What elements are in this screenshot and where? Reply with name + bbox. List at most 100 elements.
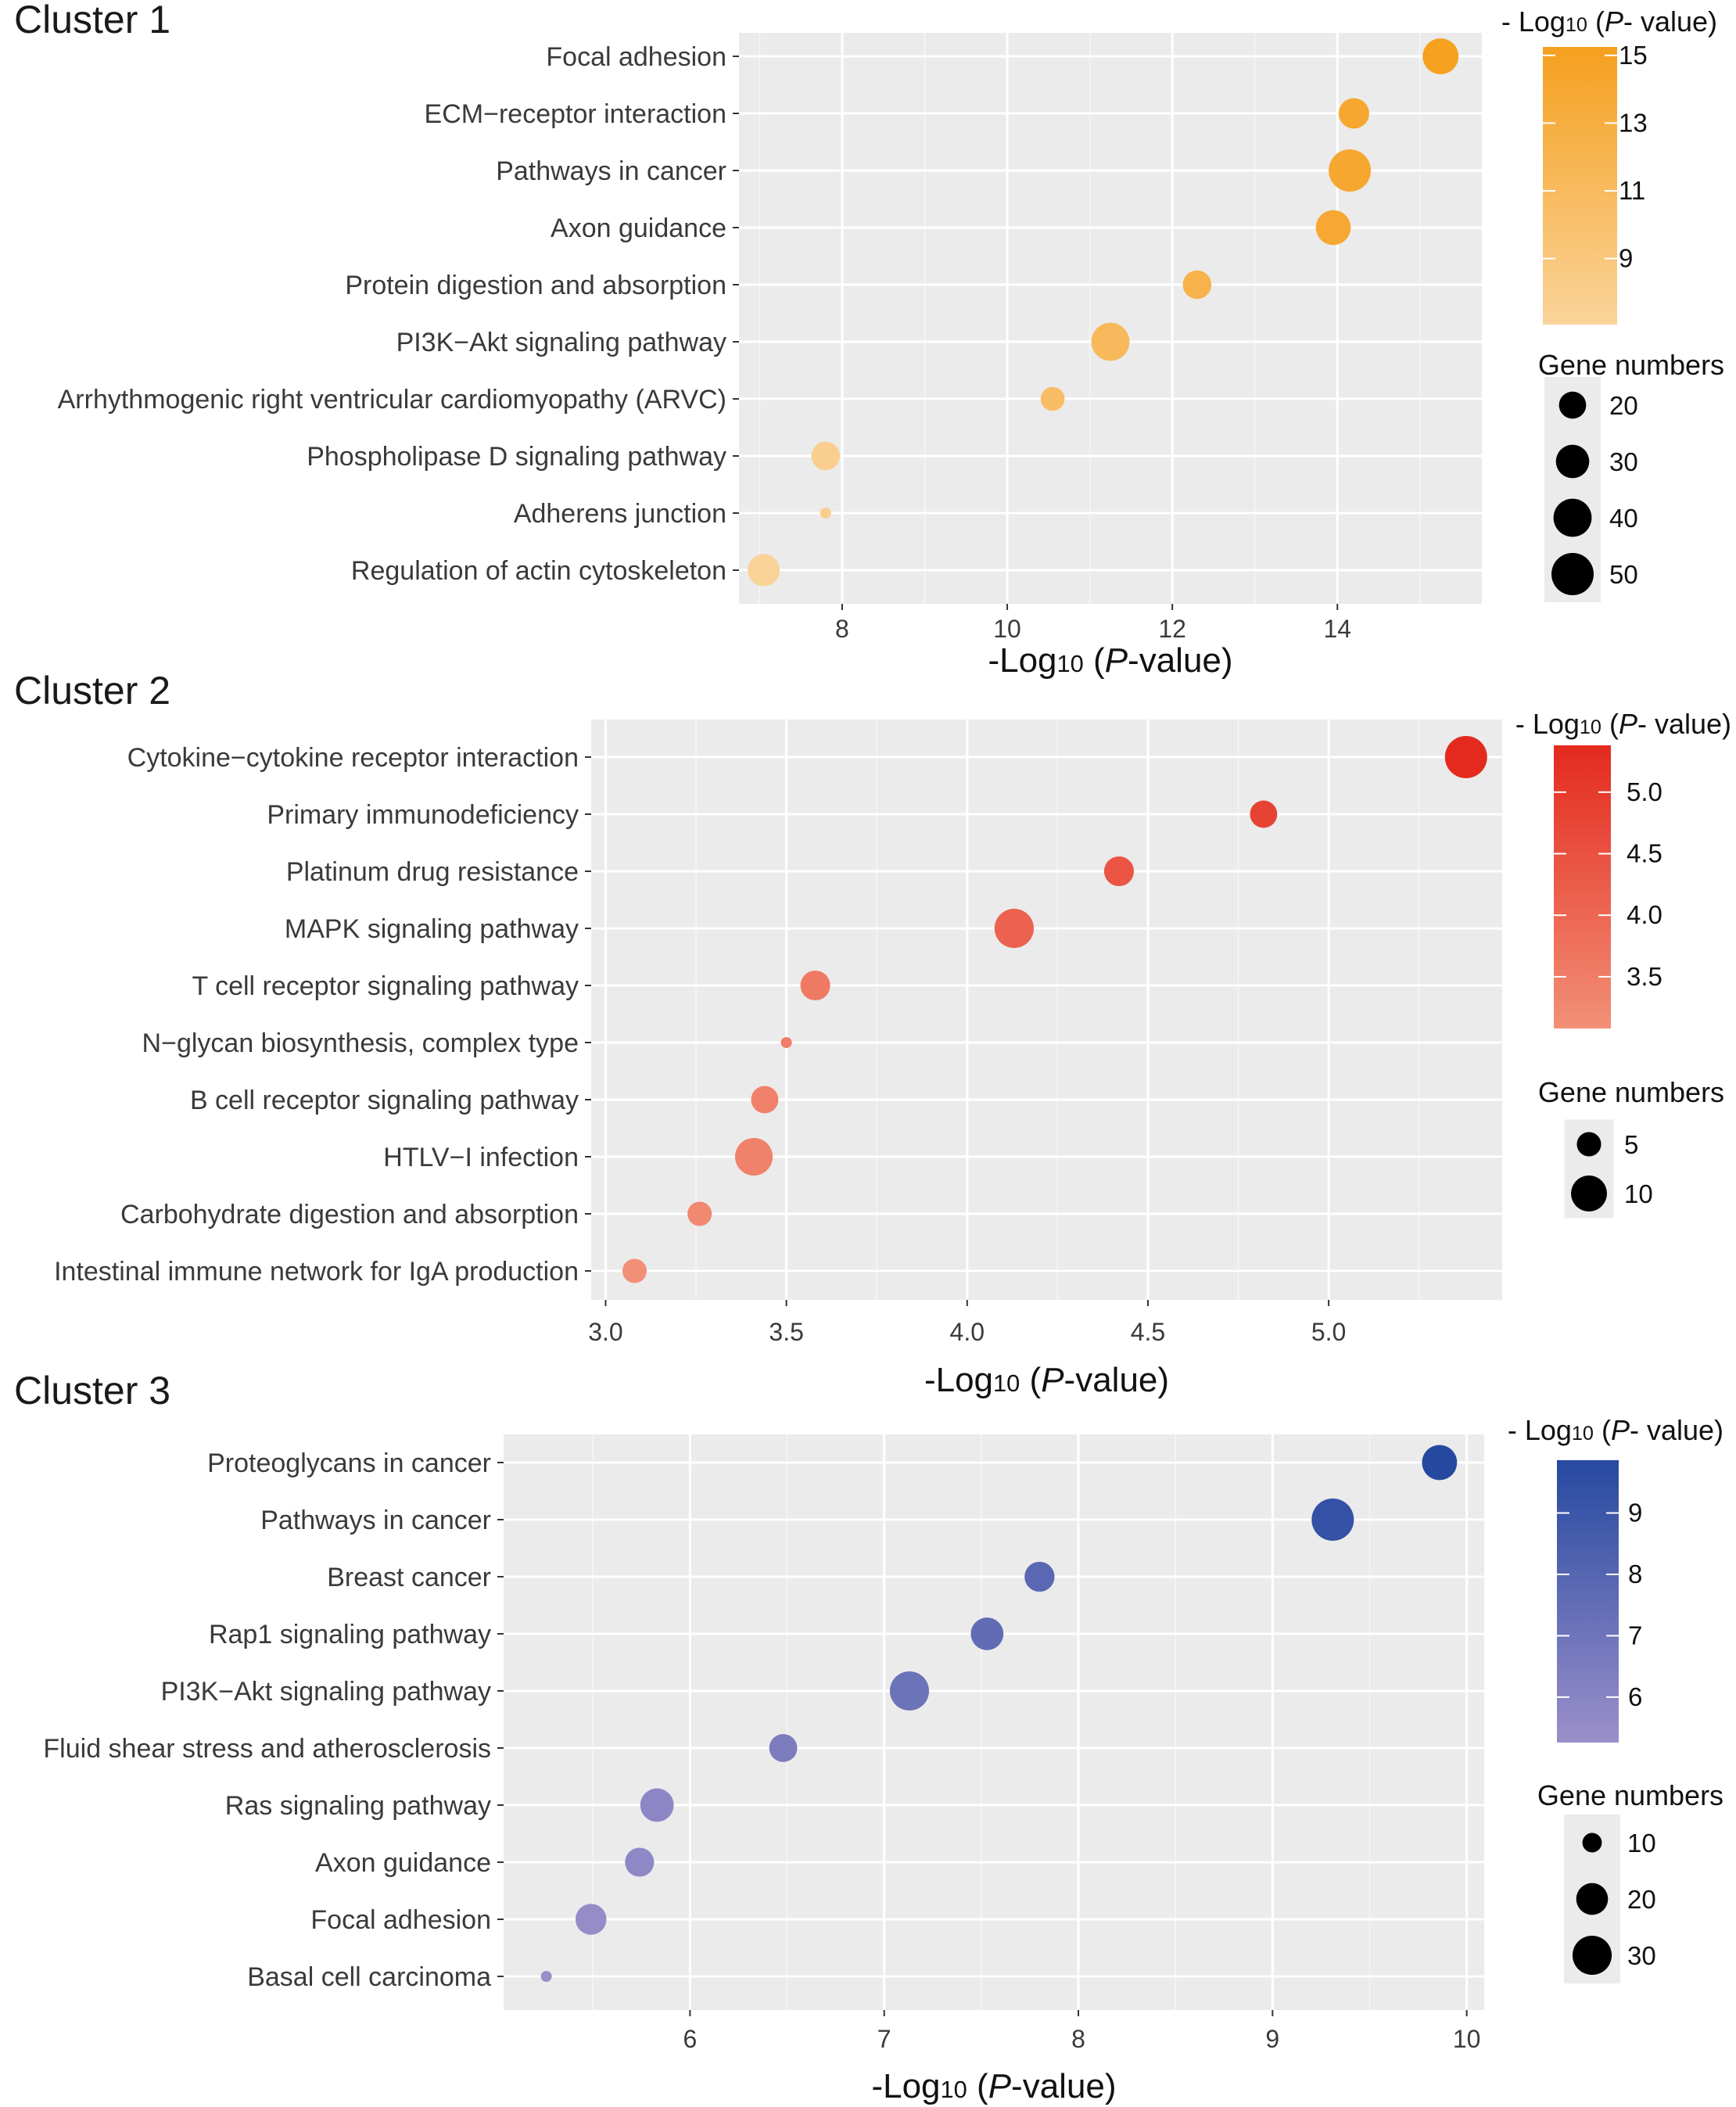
- colorbar-title: - Log10 (P- value): [1501, 5, 1717, 38]
- pathway-label: Proteoglycans in cancer: [207, 1448, 491, 1478]
- colorbar-tick-label: 15: [1619, 41, 1648, 70]
- colorbar-tick-label: 13: [1619, 108, 1648, 137]
- size-legend-label: 20: [1627, 1885, 1656, 1914]
- size-legend-label: 30: [1609, 447, 1638, 476]
- pathway-label: Protein digestion and absorption: [345, 271, 726, 300]
- size-legend-circle: [1558, 391, 1587, 419]
- pathway-label: Focal adhesion: [546, 42, 726, 72]
- pathway-label: Primary immunodeficiency: [267, 800, 579, 830]
- pathway-label: Axon guidance: [315, 1848, 491, 1878]
- pathway-point: [994, 908, 1034, 949]
- pathway-point: [540, 1971, 552, 1982]
- pathway-label: Platinum drug resistance: [286, 857, 579, 887]
- cluster-title: Cluster 3: [14, 1369, 170, 1412]
- pathway-label: Focal adhesion: [310, 1905, 491, 1935]
- pathway-point: [800, 970, 830, 1001]
- colorbar-tick-label: 6: [1628, 1682, 1642, 1711]
- pathway-point: [889, 1671, 930, 1711]
- pathway-label: Arrhythmogenic right ventricular cardiom…: [58, 385, 726, 415]
- pathway-label: MAPK signaling pathway: [285, 914, 579, 944]
- colorbar: [1557, 1460, 1619, 1743]
- pathway-label: HTLV−I infection: [383, 1143, 579, 1172]
- x-tick-label: 7: [877, 2025, 891, 2053]
- pathway-point: [1444, 736, 1487, 778]
- x-tick-label: 14: [1323, 615, 1351, 643]
- size-legend-label: 20: [1609, 391, 1638, 420]
- pathway-label: Breast cancer: [327, 1563, 491, 1592]
- pathway-point: [1329, 149, 1372, 192]
- cluster-3-chart: Cluster 3 6 7 8 9 10 Proteoglycans in cancer Pa…: [14, 1369, 1723, 2105]
- pathway-label: T cell receptor signaling pathway: [192, 971, 579, 1001]
- x-tick-label: 12: [1158, 615, 1186, 643]
- pathway-point: [1182, 270, 1212, 300]
- size-legend-circle: [1572, 1935, 1612, 1976]
- pathway-point: [575, 1904, 607, 1935]
- size-legend-title: Gene numbers: [1538, 349, 1724, 381]
- pathway-point: [748, 554, 780, 587]
- size-legend-label: 10: [1624, 1179, 1653, 1208]
- x-tick-label: 10: [1453, 2025, 1481, 2053]
- pathway-point: [1040, 386, 1065, 411]
- cluster-title: Cluster 2: [14, 669, 170, 713]
- cluster-2-chart: Cluster 2 3.0 3.5 4.0 4.5 5.0 Cytokine−cytokin…: [14, 669, 1731, 1399]
- pathway-point: [640, 1788, 674, 1822]
- plot-panel: [739, 33, 1482, 604]
- pathway-point: [751, 1086, 779, 1114]
- colorbar-tick-label: 7: [1628, 1621, 1642, 1649]
- colorbar-tick-label: 4.0: [1627, 900, 1662, 929]
- size-legend-title: Gene numbers: [1538, 1076, 1724, 1108]
- colorbar-tick-label: 5.0: [1627, 777, 1662, 806]
- size-legend-title: Gene numbers: [1537, 1779, 1723, 1811]
- pathway-point: [1103, 856, 1135, 887]
- pathway-label: PI3K−Akt signaling pathway: [161, 1677, 491, 1707]
- x-axis-title: -Log10 (P-value): [871, 2067, 1116, 2105]
- size-legend-circle: [1555, 444, 1590, 479]
- x-tick-label: 3.5: [769, 1318, 803, 1346]
- colorbar-tick-label: 4.5: [1627, 839, 1662, 868]
- pathway-label: Pathways in cancer: [496, 156, 726, 186]
- pathway-point: [780, 1037, 792, 1048]
- pathway-label: PI3K−Akt signaling pathway: [396, 328, 726, 357]
- size-legend-label: 50: [1609, 560, 1638, 589]
- colorbar-title: - Log10 (P- value): [1515, 708, 1731, 740]
- pathway-label: Pathways in cancer: [260, 1506, 491, 1535]
- x-tick-label: 8: [1071, 2025, 1085, 2053]
- pathway-label: Ras signaling pathway: [225, 1791, 491, 1821]
- x-tick-label: 4.0: [950, 1318, 985, 1346]
- pathway-label: N−glycan biosynthesis, complex type: [142, 1028, 579, 1058]
- pathway-label: Basal cell carcinoma: [247, 1962, 491, 1992]
- x-axis-title: -Log10 (P-value): [988, 641, 1232, 680]
- pathway-point: [1422, 38, 1459, 74]
- pathway-label: ECM−receptor interaction: [425, 99, 726, 129]
- pathway-label: Phospholipase D signaling pathway: [307, 442, 726, 472]
- pathway-point: [625, 1847, 655, 1877]
- colorbar-tick-label: 8: [1628, 1560, 1642, 1588]
- x-tick-label: 9: [1265, 2025, 1279, 2053]
- x-tick-label: 6: [683, 2025, 697, 2053]
- colorbar: [1543, 47, 1617, 325]
- size-legend-circle: [1576, 1132, 1601, 1157]
- colorbar-tick-label: 9: [1619, 244, 1633, 273]
- pathway-label: B cell receptor signaling pathway: [190, 1086, 579, 1115]
- colorbar: [1554, 745, 1611, 1028]
- cluster-1-chart: Cluster 1 8 10 12 14 Focal adhesion ECM−recept…: [14, 0, 1724, 680]
- pathway-point: [1250, 800, 1278, 828]
- pathway-point: [1024, 1561, 1055, 1592]
- x-tick-label: 5.0: [1311, 1318, 1346, 1346]
- pathway-point: [1338, 98, 1369, 129]
- pathway-point: [769, 1734, 798, 1762]
- pathway-point: [811, 441, 841, 471]
- pathway-label: Intestinal immune network for IgA produc…: [54, 1257, 579, 1287]
- size-legend-label: 10: [1627, 1829, 1656, 1858]
- size-legend-label: 30: [1627, 1941, 1656, 1970]
- pathway-label: Adherens junction: [514, 499, 726, 529]
- pathway-point: [687, 1201, 712, 1226]
- size-legend-label: 5: [1624, 1130, 1638, 1159]
- pathway-point: [1315, 210, 1351, 246]
- size-legend-circle: [1571, 1176, 1607, 1211]
- pathway-point: [622, 1258, 647, 1283]
- pathway-label: Axon guidance: [551, 214, 726, 243]
- pathway-point: [1311, 1499, 1354, 1541]
- size-legend-circle: [1576, 1883, 1609, 1915]
- colorbar-tick-label: 11: [1619, 176, 1645, 205]
